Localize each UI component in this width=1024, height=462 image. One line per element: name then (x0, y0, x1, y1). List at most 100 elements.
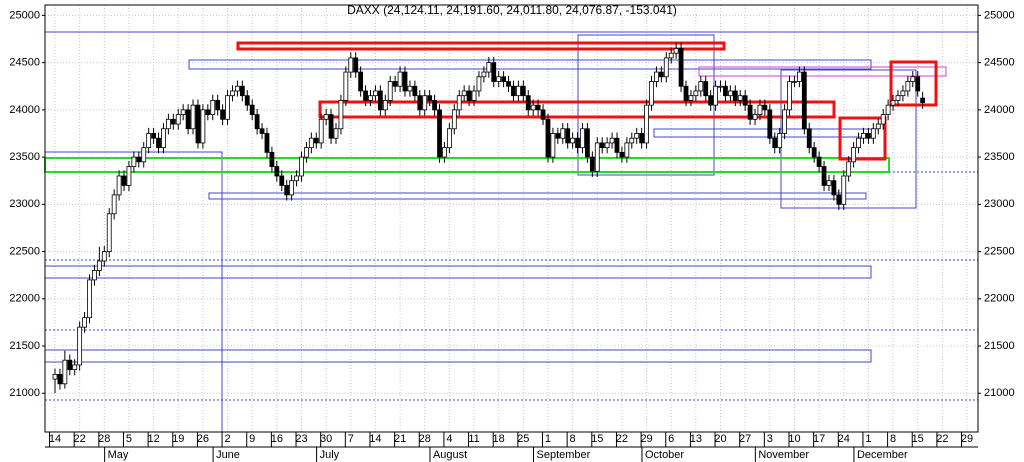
candle-body (515, 85, 521, 97)
candle-body (905, 81, 911, 92)
x-tick-label: 19 (172, 433, 184, 445)
resistance-zone (838, 116, 887, 161)
candle-body (136, 156, 142, 163)
candle-body (230, 90, 235, 97)
candle-body (308, 137, 314, 149)
candle-body (663, 57, 669, 78)
candle-body (141, 147, 147, 163)
candle-body (279, 175, 285, 186)
zone-box (45, 151, 223, 432)
candle-body (180, 109, 186, 115)
x-tick-label: 7 (348, 433, 354, 445)
candle-body (535, 104, 541, 111)
x-tick-label: 24 (838, 433, 850, 445)
candle-body (106, 213, 112, 252)
candle-body (161, 128, 166, 149)
candle-body (205, 109, 211, 115)
candle-body (614, 137, 620, 153)
candle-body (777, 133, 783, 149)
candle-body (718, 85, 723, 88)
candle-body (821, 166, 827, 186)
candle-body (787, 81, 792, 111)
x-tick-label: 29 (961, 433, 973, 445)
candle-body (461, 90, 467, 97)
candle-body (382, 100, 388, 111)
candle-body (200, 109, 206, 144)
candle-body (737, 95, 743, 101)
candle-body (210, 100, 216, 115)
candle-body (713, 85, 718, 106)
candle-body (259, 128, 265, 134)
candle-body (402, 71, 408, 92)
candle-body (688, 95, 694, 101)
candle-body (895, 95, 901, 101)
candle-body (486, 62, 492, 73)
candle-body (747, 104, 753, 120)
candle-body (313, 137, 319, 144)
resistance-zone (889, 60, 938, 107)
x-tick-label: 10 (788, 433, 800, 445)
candle-body (920, 97, 926, 103)
x-tick-label: 29 (640, 433, 652, 445)
candle-body (609, 137, 615, 144)
candle-body (772, 137, 778, 149)
x-tick-label: 17 (813, 433, 825, 445)
candle-body (338, 100, 344, 130)
candle-body (654, 71, 659, 82)
x-tick-label: 2 (224, 433, 230, 445)
x-tick-label: 8 (890, 433, 896, 445)
candle-body (77, 326, 83, 366)
candle-body (767, 109, 773, 139)
candle-body (57, 373, 63, 385)
x-tick-label: 28 (419, 433, 431, 445)
candle-body (520, 85, 526, 97)
candle-body (644, 104, 649, 144)
candle-body (816, 156, 822, 167)
candle-body (565, 128, 571, 144)
x-tick-label: 1 (865, 433, 871, 445)
y-tick-label: 23000 (9, 198, 40, 210)
candle-body (801, 71, 807, 130)
candle-body (885, 104, 891, 115)
candle-body (427, 95, 433, 101)
candle-body (343, 71, 349, 101)
x-tick-label: 22 (936, 433, 948, 445)
candle-body (846, 161, 852, 177)
candle-body (392, 81, 398, 87)
y-tick-label: 25000 (9, 9, 40, 21)
y-tick-label: 21500 (9, 340, 40, 352)
candle-body (727, 90, 733, 97)
grid-layer (45, 5, 978, 432)
y-tick-label: 23000 (984, 198, 1015, 210)
candle-body (604, 142, 610, 149)
candle-body (52, 373, 58, 380)
month-label: July (320, 449, 340, 461)
zone-box (698, 66, 947, 77)
x-tick-label: 27 (739, 433, 751, 445)
candle-body (67, 359, 73, 371)
candle-body (683, 85, 689, 101)
candle-body (220, 109, 226, 120)
candle-body (826, 180, 832, 186)
candle-body (540, 109, 546, 120)
candle-body (92, 270, 97, 281)
candle-body (673, 48, 679, 54)
candle-body (289, 180, 295, 196)
candle-body (417, 95, 423, 111)
candle-body (530, 104, 536, 111)
candle-body (634, 133, 640, 139)
y-tick-label: 22500 (984, 245, 1015, 257)
candle-body (101, 251, 107, 262)
y-tick-label: 21000 (9, 387, 40, 399)
x-tick-label: 22 (74, 433, 86, 445)
month-label: October (645, 449, 684, 461)
candle-body (111, 194, 117, 215)
candle-body (732, 90, 738, 101)
candle-body (511, 85, 516, 97)
candle-body (476, 76, 482, 92)
candle-body (910, 76, 916, 82)
candle-body (866, 133, 871, 139)
candle-body (225, 95, 230, 120)
candle-body (151, 133, 156, 139)
candle-body (323, 114, 329, 120)
